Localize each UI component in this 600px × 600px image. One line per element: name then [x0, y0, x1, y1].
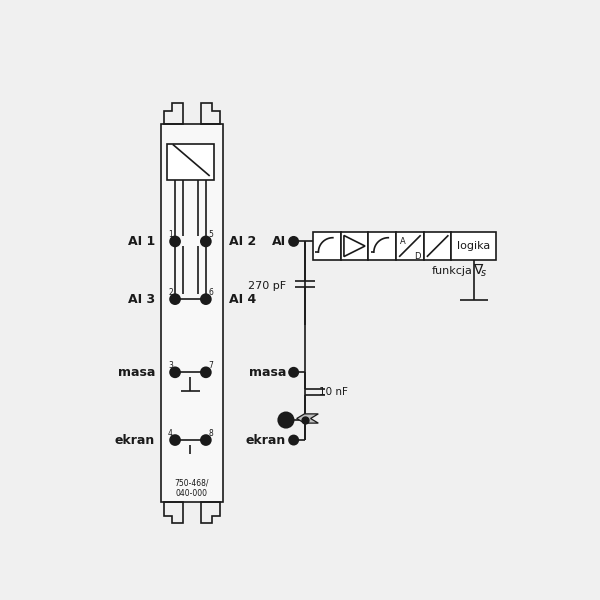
Text: logika: logika: [457, 241, 490, 251]
Circle shape: [289, 436, 298, 445]
Circle shape: [170, 367, 180, 377]
Text: ekran: ekran: [115, 434, 155, 446]
Text: $\nabla_{\!s}$: $\nabla_{\!s}$: [473, 262, 488, 280]
Bar: [368, 232, 396, 260]
Text: 750-468/
040-000: 750-468/ 040-000: [175, 478, 209, 497]
Text: 1: 1: [168, 230, 173, 239]
Text: 8: 8: [208, 428, 213, 437]
Text: AI: AI: [272, 235, 286, 248]
Polygon shape: [297, 414, 318, 423]
Circle shape: [201, 435, 211, 445]
Text: 10 nF: 10 nF: [319, 387, 348, 397]
Bar: [167, 145, 214, 180]
Text: 3: 3: [168, 361, 173, 370]
Circle shape: [201, 236, 211, 247]
Bar: [313, 232, 341, 260]
Circle shape: [170, 294, 180, 304]
Text: 4: 4: [168, 428, 173, 437]
Text: ekran: ekran: [245, 434, 286, 446]
Text: A: A: [400, 237, 406, 246]
Circle shape: [170, 435, 180, 445]
Bar: [424, 232, 451, 260]
Text: D: D: [414, 251, 420, 260]
Bar: [341, 232, 368, 260]
Text: AI 2: AI 2: [229, 235, 256, 248]
Circle shape: [278, 412, 293, 428]
Text: AI 4: AI 4: [229, 293, 256, 305]
Circle shape: [170, 236, 180, 247]
Circle shape: [201, 367, 211, 377]
Text: AI 3: AI 3: [128, 293, 155, 305]
Text: 270 pF: 270 pF: [248, 281, 286, 291]
Circle shape: [201, 294, 211, 304]
Text: 6: 6: [208, 288, 213, 297]
Bar: [451, 232, 496, 260]
Text: masa: masa: [248, 366, 286, 379]
Text: 2: 2: [168, 288, 173, 297]
Text: funkcja: funkcja: [431, 266, 472, 275]
Text: 7: 7: [208, 361, 213, 370]
Circle shape: [289, 368, 298, 377]
Circle shape: [289, 237, 298, 246]
Text: AI 1: AI 1: [128, 235, 155, 248]
Text: masa: masa: [118, 366, 155, 379]
Bar: [161, 124, 223, 502]
Bar: [396, 232, 424, 260]
Text: 5: 5: [208, 230, 213, 239]
